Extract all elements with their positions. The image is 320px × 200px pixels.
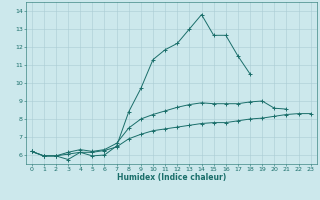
X-axis label: Humidex (Indice chaleur): Humidex (Indice chaleur) — [116, 173, 226, 182]
